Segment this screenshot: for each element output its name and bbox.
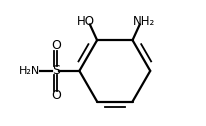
Text: HO: HO [77, 15, 95, 28]
Text: O: O [51, 89, 61, 102]
Text: S: S [52, 64, 60, 77]
Text: H₂N: H₂N [19, 66, 40, 76]
Text: O: O [51, 39, 61, 52]
Text: NH₂: NH₂ [133, 15, 155, 28]
